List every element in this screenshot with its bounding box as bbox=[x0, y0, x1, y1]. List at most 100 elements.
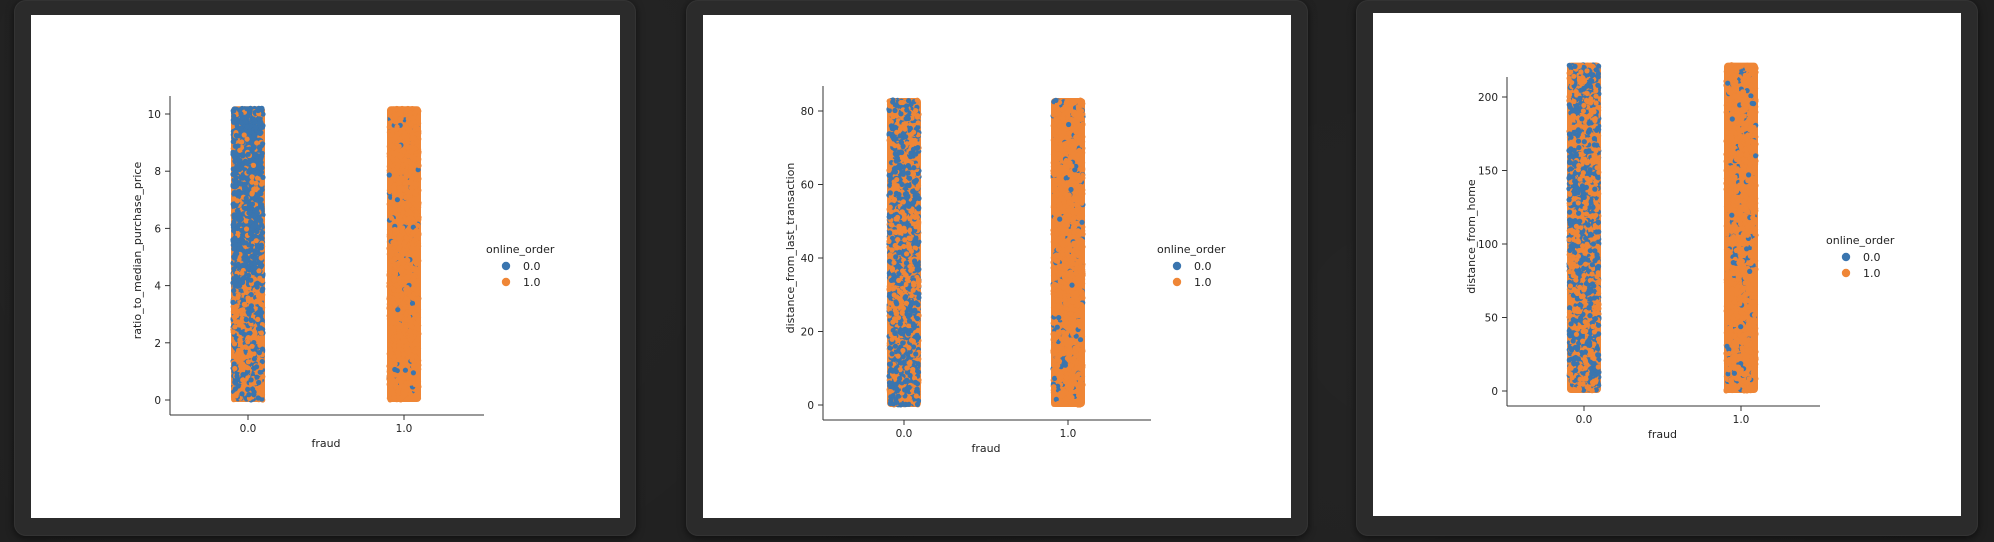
point-online-0 bbox=[259, 359, 265, 365]
point-online-1 bbox=[402, 157, 408, 163]
point-online-0 bbox=[243, 317, 249, 323]
point-online-1 bbox=[388, 347, 394, 353]
point-online-0 bbox=[234, 283, 240, 289]
point-online-1 bbox=[416, 163, 422, 169]
point-online-0 bbox=[243, 195, 249, 201]
point-online-1 bbox=[400, 300, 406, 307]
point-online-0 bbox=[239, 120, 245, 126]
point-online-1 bbox=[239, 311, 245, 317]
point-online-1 bbox=[403, 264, 409, 270]
point-online-1 bbox=[405, 105, 411, 112]
point-online-1 bbox=[395, 352, 401, 358]
point-online-1 bbox=[405, 257, 411, 263]
point-online-1 bbox=[409, 161, 415, 167]
point-online-1 bbox=[414, 291, 420, 297]
point-online-1 bbox=[245, 359, 251, 365]
point-online-1 bbox=[405, 140, 411, 146]
point-online-0 bbox=[245, 386, 251, 392]
legend-title: online_order bbox=[486, 243, 555, 256]
point-online-1 bbox=[390, 378, 396, 385]
point-online-0 bbox=[254, 374, 260, 380]
point-online-1 bbox=[243, 289, 250, 295]
point-online-0 bbox=[409, 300, 416, 306]
point-online-1 bbox=[242, 302, 248, 308]
point-online-0 bbox=[240, 153, 246, 159]
point-online-1 bbox=[415, 331, 421, 337]
point-online-0 bbox=[252, 256, 258, 262]
point-online-0 bbox=[256, 145, 262, 151]
point-online-1 bbox=[408, 219, 414, 226]
point-online-0 bbox=[235, 383, 241, 389]
point-online-1 bbox=[259, 392, 266, 398]
point-online-0 bbox=[232, 235, 238, 241]
point-online-0 bbox=[246, 210, 252, 216]
point-online-1 bbox=[231, 393, 237, 399]
point-online-0 bbox=[249, 307, 255, 313]
point-online-0 bbox=[395, 307, 401, 313]
point-online-0 bbox=[232, 180, 239, 186]
point-online-1 bbox=[410, 353, 416, 360]
point-online-1 bbox=[408, 319, 414, 325]
point-online-0 bbox=[245, 369, 251, 375]
x-tick-label: 1.0 bbox=[396, 423, 413, 435]
point-online-0 bbox=[258, 197, 264, 203]
point-online-0 bbox=[234, 251, 240, 257]
point-online-0 bbox=[248, 317, 254, 323]
point-online-1 bbox=[396, 245, 402, 251]
point-online-1 bbox=[413, 188, 419, 195]
strip-fraud-1 bbox=[386, 105, 422, 403]
point-online-1 bbox=[410, 286, 416, 292]
point-online-0 bbox=[234, 118, 240, 125]
point-online-1 bbox=[389, 137, 395, 143]
point-online-1 bbox=[239, 270, 245, 276]
point-online-1 bbox=[402, 327, 408, 333]
point-online-1 bbox=[403, 275, 409, 281]
point-online-1 bbox=[391, 354, 397, 360]
point-online-0 bbox=[259, 187, 265, 193]
point-online-1 bbox=[232, 365, 238, 372]
point-online-1 bbox=[258, 364, 264, 371]
point-online-1 bbox=[405, 116, 411, 122]
point-online-1 bbox=[415, 306, 422, 312]
point-online-1 bbox=[235, 292, 241, 299]
point-online-0 bbox=[249, 201, 255, 207]
point-online-0 bbox=[231, 138, 237, 145]
point-online-1 bbox=[396, 275, 403, 281]
point-online-1 bbox=[402, 130, 408, 136]
point-online-1 bbox=[240, 307, 246, 313]
point-online-1 bbox=[415, 363, 422, 369]
point-online-1 bbox=[239, 139, 245, 145]
legend-marker bbox=[501, 277, 511, 287]
legend-label: 0.0 bbox=[523, 260, 541, 273]
x-tick-label: 0.0 bbox=[240, 423, 257, 435]
point-online-1 bbox=[411, 119, 418, 125]
point-online-1 bbox=[395, 333, 401, 339]
point-online-1 bbox=[393, 170, 399, 176]
point-online-1 bbox=[404, 205, 410, 211]
point-online-0 bbox=[260, 174, 266, 180]
point-online-0 bbox=[255, 395, 261, 401]
point-online-1 bbox=[411, 311, 417, 317]
point-online-1 bbox=[404, 343, 410, 349]
point-online-1 bbox=[392, 226, 398, 233]
point-online-0 bbox=[246, 169, 252, 175]
point-online-0 bbox=[240, 276, 246, 282]
point-online-1 bbox=[251, 328, 258, 334]
point-online-1 bbox=[395, 298, 401, 304]
point-online-1 bbox=[398, 116, 404, 122]
point-online-1 bbox=[232, 324, 238, 330]
point-online-0 bbox=[231, 361, 237, 367]
point-online-0 bbox=[245, 266, 251, 272]
point-online-1 bbox=[387, 304, 393, 310]
point-online-0 bbox=[232, 170, 238, 176]
point-online-1 bbox=[386, 245, 392, 251]
point-online-1 bbox=[401, 240, 408, 246]
point-online-0 bbox=[244, 190, 250, 196]
point-online-1 bbox=[256, 268, 262, 274]
y-tick-label: 8 bbox=[154, 166, 161, 178]
point-online-1 bbox=[390, 157, 396, 163]
point-online-1 bbox=[397, 185, 403, 192]
point-online-1 bbox=[399, 199, 405, 205]
point-online-1 bbox=[392, 112, 398, 118]
